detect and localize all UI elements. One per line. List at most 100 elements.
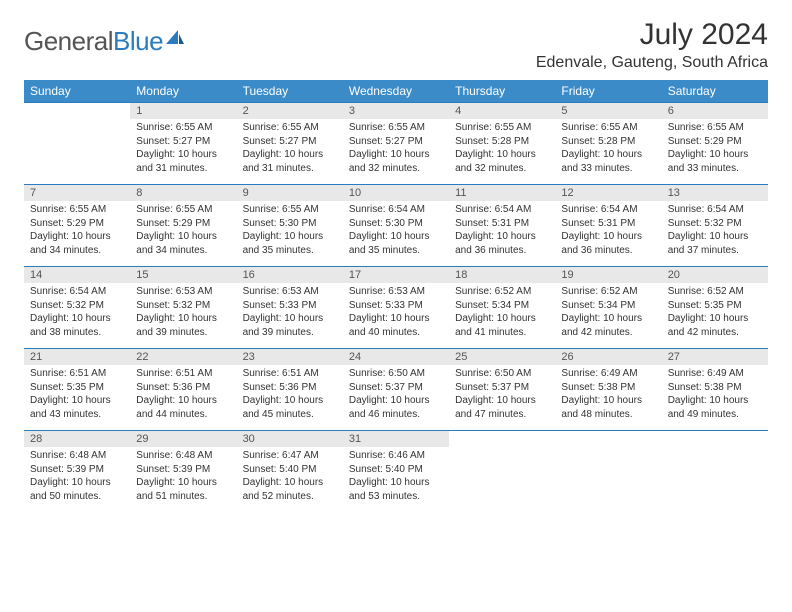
sunrise-line: Sunrise: 6:51 AM [30, 367, 124, 381]
day-number: 8 [130, 184, 236, 201]
day-content: Sunrise: 6:55 AMSunset: 5:28 PMDaylight:… [555, 119, 661, 179]
day-content: Sunrise: 6:55 AMSunset: 5:29 PMDaylight:… [24, 201, 130, 261]
sunset-line: Sunset: 5:29 PM [30, 217, 124, 231]
sunrise-line: Sunrise: 6:52 AM [561, 285, 655, 299]
day-number: 10 [343, 184, 449, 201]
daylight-line: Daylight: 10 hours [561, 148, 655, 162]
day-content: Sunrise: 6:54 AMSunset: 5:31 PMDaylight:… [555, 201, 661, 261]
daylight-line: Daylight: 10 hours [136, 312, 230, 326]
sunset-line: Sunset: 5:37 PM [349, 381, 443, 395]
sunrise-line: Sunrise: 6:55 AM [561, 121, 655, 135]
sunrise-line: Sunrise: 6:49 AM [561, 367, 655, 381]
sunset-line: Sunset: 5:27 PM [349, 135, 443, 149]
daylight-line: and 50 minutes. [30, 490, 124, 504]
calendar-cell: 9Sunrise: 6:55 AMSunset: 5:30 PMDaylight… [237, 184, 343, 266]
daylight-line: Daylight: 10 hours [349, 230, 443, 244]
day-number: 22 [130, 348, 236, 365]
day-content: Sunrise: 6:54 AMSunset: 5:32 PMDaylight:… [662, 201, 768, 261]
sunrise-line: Sunrise: 6:48 AM [30, 449, 124, 463]
day-content: Sunrise: 6:51 AMSunset: 5:36 PMDaylight:… [237, 365, 343, 425]
daylight-line: and 47 minutes. [455, 408, 549, 422]
sunset-line: Sunset: 5:28 PM [455, 135, 549, 149]
weekday-header: Wednesday [343, 80, 449, 102]
weekday-header: Saturday [662, 80, 768, 102]
calendar-cell: 2Sunrise: 6:55 AMSunset: 5:27 PMDaylight… [237, 102, 343, 184]
daylight-line: and 35 minutes. [349, 244, 443, 258]
day-number: 20 [662, 266, 768, 283]
sunset-line: Sunset: 5:32 PM [668, 217, 762, 231]
sunset-line: Sunset: 5:33 PM [349, 299, 443, 313]
daylight-line: Daylight: 10 hours [243, 230, 337, 244]
day-content: Sunrise: 6:51 AMSunset: 5:35 PMDaylight:… [24, 365, 130, 425]
day-content: Sunrise: 6:52 AMSunset: 5:34 PMDaylight:… [449, 283, 555, 343]
day-content: Sunrise: 6:55 AMSunset: 5:27 PMDaylight:… [237, 119, 343, 179]
day-number: 19 [555, 266, 661, 283]
calendar-cell: 7Sunrise: 6:55 AMSunset: 5:29 PMDaylight… [24, 184, 130, 266]
day-content: Sunrise: 6:55 AMSunset: 5:27 PMDaylight:… [130, 119, 236, 179]
calendar-cell: 27Sunrise: 6:49 AMSunset: 5:38 PMDayligh… [662, 348, 768, 430]
sunrise-line: Sunrise: 6:55 AM [30, 203, 124, 217]
calendar-cell: 15Sunrise: 6:53 AMSunset: 5:32 PMDayligh… [130, 266, 236, 348]
day-number: 6 [662, 102, 768, 119]
sunrise-line: Sunrise: 6:55 AM [349, 121, 443, 135]
daylight-line: Daylight: 10 hours [243, 394, 337, 408]
day-number: 1 [130, 102, 236, 119]
day-number: 9 [237, 184, 343, 201]
sunset-line: Sunset: 5:29 PM [668, 135, 762, 149]
day-content: Sunrise: 6:51 AMSunset: 5:36 PMDaylight:… [130, 365, 236, 425]
calendar-table: Sunday Monday Tuesday Wednesday Thursday… [24, 80, 768, 512]
sunset-line: Sunset: 5:34 PM [561, 299, 655, 313]
day-content: Sunrise: 6:50 AMSunset: 5:37 PMDaylight:… [343, 365, 449, 425]
sunrise-line: Sunrise: 6:48 AM [136, 449, 230, 463]
calendar-cell: 18Sunrise: 6:52 AMSunset: 5:34 PMDayligh… [449, 266, 555, 348]
calendar-row: 14Sunrise: 6:54 AMSunset: 5:32 PMDayligh… [24, 266, 768, 348]
daylight-line: Daylight: 10 hours [243, 312, 337, 326]
daylight-line: and 43 minutes. [30, 408, 124, 422]
day-content: Sunrise: 6:55 AMSunset: 5:27 PMDaylight:… [343, 119, 449, 179]
calendar-cell: 28Sunrise: 6:48 AMSunset: 5:39 PMDayligh… [24, 430, 130, 512]
sunset-line: Sunset: 5:38 PM [561, 381, 655, 395]
calendar-cell: 3Sunrise: 6:55 AMSunset: 5:27 PMDaylight… [343, 102, 449, 184]
calendar-cell: 31Sunrise: 6:46 AMSunset: 5:40 PMDayligh… [343, 430, 449, 512]
daylight-line: Daylight: 10 hours [668, 148, 762, 162]
sunrise-line: Sunrise: 6:55 AM [668, 121, 762, 135]
day-content: Sunrise: 6:52 AMSunset: 5:34 PMDaylight:… [555, 283, 661, 343]
day-content: Sunrise: 6:49 AMSunset: 5:38 PMDaylight:… [662, 365, 768, 425]
daylight-line: Daylight: 10 hours [455, 230, 549, 244]
calendar-cell: 13Sunrise: 6:54 AMSunset: 5:32 PMDayligh… [662, 184, 768, 266]
sunset-line: Sunset: 5:39 PM [136, 463, 230, 477]
weekday-header: Tuesday [237, 80, 343, 102]
daylight-line: and 39 minutes. [243, 326, 337, 340]
day-number: 7 [24, 184, 130, 201]
sunrise-line: Sunrise: 6:54 AM [30, 285, 124, 299]
logo-general: General [24, 26, 113, 56]
day-content: Sunrise: 6:53 AMSunset: 5:33 PMDaylight:… [343, 283, 449, 343]
calendar-row: 7Sunrise: 6:55 AMSunset: 5:29 PMDaylight… [24, 184, 768, 266]
sunset-line: Sunset: 5:37 PM [455, 381, 549, 395]
day-number [449, 430, 555, 447]
weekday-header: Sunday [24, 80, 130, 102]
weekday-header: Friday [555, 80, 661, 102]
daylight-line: Daylight: 10 hours [349, 476, 443, 490]
sunset-line: Sunset: 5:29 PM [136, 217, 230, 231]
daylight-line: and 36 minutes. [561, 244, 655, 258]
calendar-cell [662, 430, 768, 512]
sunset-line: Sunset: 5:35 PM [30, 381, 124, 395]
calendar-cell: 17Sunrise: 6:53 AMSunset: 5:33 PMDayligh… [343, 266, 449, 348]
daylight-line: and 33 minutes. [668, 162, 762, 176]
daylight-line: Daylight: 10 hours [136, 148, 230, 162]
calendar-cell: 26Sunrise: 6:49 AMSunset: 5:38 PMDayligh… [555, 348, 661, 430]
daylight-line: Daylight: 10 hours [136, 230, 230, 244]
calendar-cell: 22Sunrise: 6:51 AMSunset: 5:36 PMDayligh… [130, 348, 236, 430]
day-number: 11 [449, 184, 555, 201]
daylight-line: Daylight: 10 hours [243, 148, 337, 162]
sunrise-line: Sunrise: 6:51 AM [136, 367, 230, 381]
calendar-cell: 12Sunrise: 6:54 AMSunset: 5:31 PMDayligh… [555, 184, 661, 266]
day-number: 3 [343, 102, 449, 119]
daylight-line: Daylight: 10 hours [349, 312, 443, 326]
day-number: 30 [237, 430, 343, 447]
sunset-line: Sunset: 5:30 PM [349, 217, 443, 231]
calendar-cell: 21Sunrise: 6:51 AMSunset: 5:35 PMDayligh… [24, 348, 130, 430]
sunrise-line: Sunrise: 6:50 AM [349, 367, 443, 381]
daylight-line: Daylight: 10 hours [136, 476, 230, 490]
